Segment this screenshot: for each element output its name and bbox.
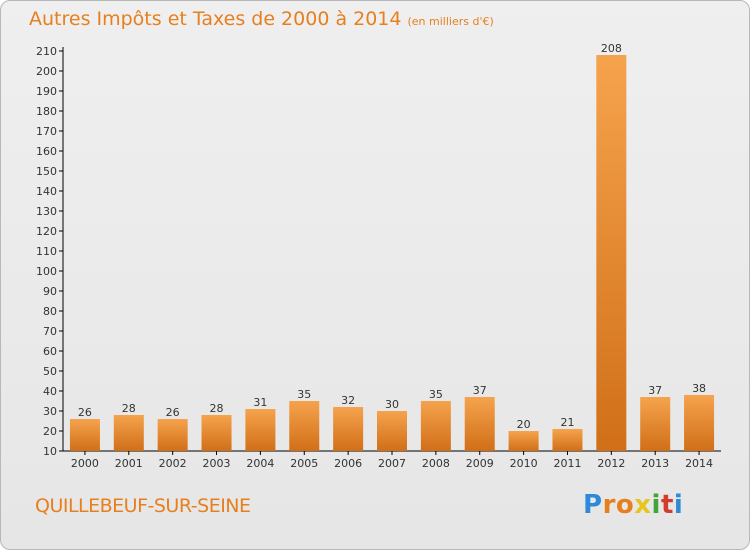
data-label-2009: 37 [473,384,487,397]
bar-2000 [69,419,100,451]
y-tick-label: 130 [36,205,57,218]
y-tick-label: 30 [43,405,57,418]
y-tick-label: 20 [43,425,57,438]
logo-letter: P [583,490,603,520]
y-tick-label: 170 [36,125,57,138]
data-label-2005: 35 [297,388,311,401]
x-tick-label: 2002 [159,457,187,470]
data-label-2004: 31 [253,396,267,409]
bar-2006 [333,407,364,451]
y-tick-label: 80 [43,305,57,318]
bar-2014 [684,395,715,451]
x-tick-label: 2013 [641,457,669,470]
data-label-2010: 20 [517,418,531,431]
commune-name: QUILLEBEUF-SUR-SEINE [35,495,251,517]
y-tick-label: 100 [36,265,57,278]
y-tick-label: 50 [43,365,57,378]
bar-2002 [157,419,188,451]
y-tick-label: 120 [36,225,57,238]
data-label-2001: 28 [122,402,136,415]
x-tick-label: 2012 [597,457,625,470]
x-tick-label: 2014 [685,457,713,470]
proxiti-logo: Proxiti [583,490,683,520]
y-tick-label: 140 [36,185,57,198]
x-tick-label: 2010 [510,457,538,470]
y-tick-label: 190 [36,85,57,98]
bar-2011 [552,429,583,451]
y-tick-label: 150 [36,165,57,178]
data-label-2006: 32 [341,394,355,407]
bar-2007 [377,411,407,451]
bar-2013 [640,397,671,451]
x-tick-label: 2006 [334,457,362,470]
x-tick-label: 2007 [378,457,406,470]
x-tick-label: 2008 [422,457,450,470]
data-label-2008: 35 [429,388,443,401]
logo-letter: r [602,490,616,520]
logo-letter: x [634,490,652,520]
y-tick-label: 90 [43,285,57,298]
bar-2005 [289,401,320,451]
data-label-2007: 30 [385,398,399,411]
x-tick-label: 2011 [553,457,581,470]
y-tick-label: 10 [43,445,57,458]
data-label-2011: 21 [560,416,574,429]
y-tick-label: 110 [36,245,57,258]
bar-2008 [420,401,451,451]
data-label-2003: 28 [210,402,224,415]
chart-title-text: Autres Impôts et Taxes de 2000 à 2014 [29,8,402,30]
y-tick-label: 160 [36,145,57,158]
x-tick-label: 2003 [203,457,231,470]
y-axis: 10 20 30 40 50 60 70 80 90 100 110 120 130 140 150 160 1… [36,45,64,458]
data-label-2012: 208 [601,42,622,55]
logo-letter: i [651,490,661,520]
data-label-2014: 38 [692,382,706,395]
y-tick-label: 40 [43,385,57,398]
bar-2009 [464,397,495,451]
y-tick-label: 60 [43,345,57,358]
x-tick-label: 2009 [466,457,494,470]
logo-letter: o [615,490,635,520]
y-tick-label: 200 [36,65,57,78]
bar-2012 [596,55,627,451]
data-label-2013: 37 [648,384,662,397]
bar-2010 [508,431,539,451]
logo-letter: t [660,490,674,520]
y-tick-label: 70 [43,325,57,338]
chart-unit: (en milliers d'€) [407,15,494,28]
data-label-2002: 26 [166,406,180,419]
data-labels: 26 28 26 28 31 35 32 30 35 37 20 21 208 37 38 [78,42,706,431]
logo-letter: i [673,490,684,520]
bars [69,55,715,451]
x-tick-label: 2001 [115,457,143,470]
y-tick-label: 180 [36,105,57,118]
x-tick-label: 2005 [290,457,318,470]
chart-title: Autres Impôts et Taxes de 2000 à 2014 (en… [29,8,494,30]
bar-2003 [201,415,232,451]
bar-2001 [113,415,144,451]
x-tick-label: 2000 [71,457,99,470]
x-tick-label: 2004 [246,457,274,470]
bar-2004 [245,409,276,451]
data-label-2000: 26 [78,406,92,419]
x-axis: 2000 2001 2002 2003 2004 2005 2006 2007 2008 2009… [63,450,721,470]
y-tick-label: 210 [36,45,57,58]
